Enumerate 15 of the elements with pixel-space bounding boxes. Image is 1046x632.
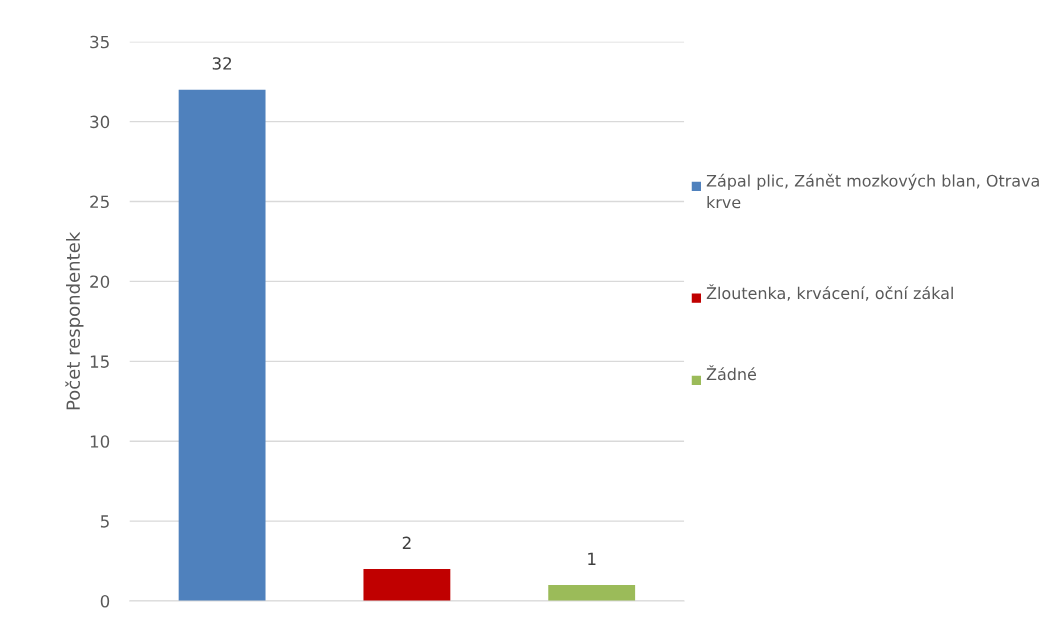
legend-label: Žloutenka, krvácení, oční zákal [706, 284, 953, 301]
legend-label: Žádné [706, 365, 757, 381]
y-tick-label: 35 [90, 35, 109, 49]
data-label: 2 [402, 536, 411, 549]
y-tick-label: 30 [90, 115, 110, 129]
legend-label: Zápal plic, Zánět mozkových blan, Otrava krve [706, 173, 1039, 209]
y-tick-label: 0 [100, 594, 110, 608]
data-label: 32 [212, 57, 232, 70]
data-label: 1 [588, 552, 596, 565]
y-tick-label: 5 [100, 515, 109, 528]
y-tick-label: 15 [90, 355, 109, 368]
y-tick-label: 25 [90, 195, 109, 209]
y-tick-label: 10 [90, 435, 110, 448]
y-tick-label: 20 [90, 275, 110, 288]
y-axis-title: Počet respondentek [65, 231, 84, 410]
